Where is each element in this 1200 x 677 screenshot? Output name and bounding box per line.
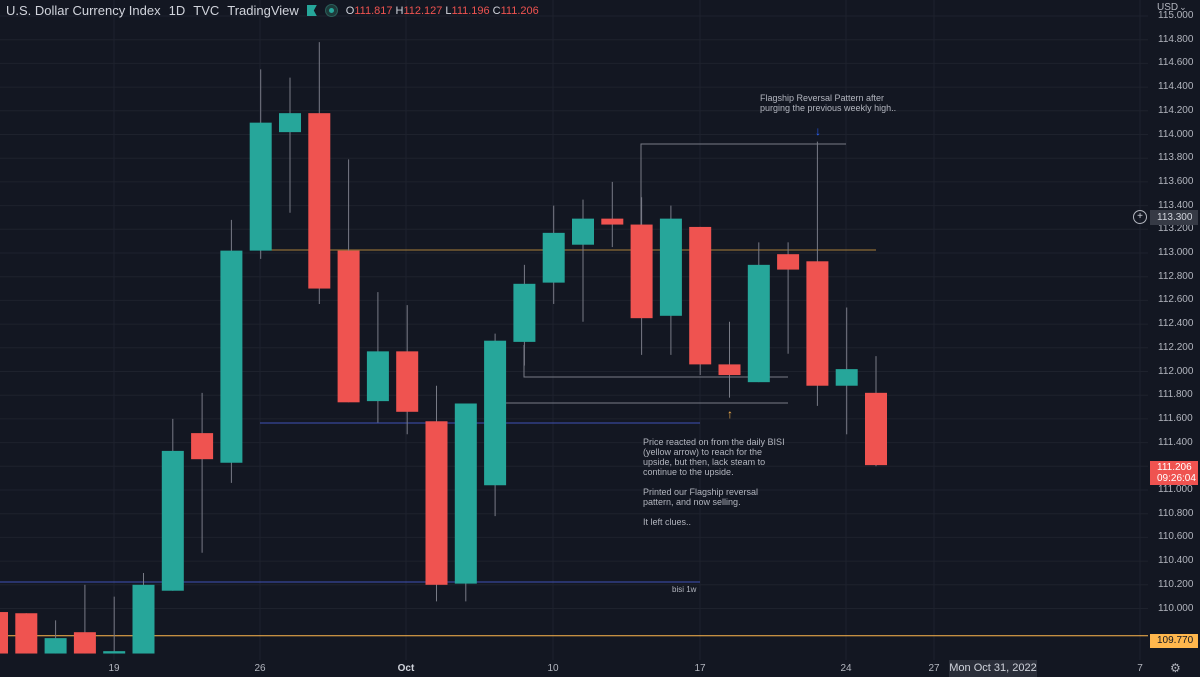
reversal-annotation[interactable]: Flagship Reversal Pattern after purging … xyxy=(760,93,897,113)
price-tick-label: 110.800 xyxy=(1158,507,1194,519)
candle-body xyxy=(73,632,96,654)
symbol-title: U.S. Dollar Currency Index xyxy=(6,3,161,18)
price-tick-label: 114.800 xyxy=(1158,33,1194,45)
candle-body xyxy=(747,264,770,383)
flag-icon[interactable] xyxy=(306,5,317,16)
candle-body xyxy=(513,283,536,342)
time-tick-label: 7 xyxy=(1137,663,1143,674)
candle-body xyxy=(689,226,712,365)
price-tick-label: 114.200 xyxy=(1158,104,1194,116)
price-axis[interactable]: 110.000 110.200 110.400 110.600 110.800 111.0… xyxy=(1148,0,1200,660)
ohlc-high: H112.127 xyxy=(395,4,443,17)
bisi-annotation[interactable]: Price reacted on from the daily BISI (ye… xyxy=(643,437,785,527)
ohlc-open: O111.817 xyxy=(345,4,393,17)
ohlc-low: L111.196 xyxy=(445,4,490,17)
candle-body xyxy=(659,218,682,316)
candle-body xyxy=(718,364,741,376)
price-chart[interactable]: ↓ ↑ xyxy=(0,0,1148,660)
price-tick-label: 112.800 xyxy=(1158,270,1194,282)
interval-label[interactable]: 1D xyxy=(168,3,186,18)
candle-body xyxy=(806,261,829,386)
candle-body xyxy=(396,351,419,412)
settings-gear-icon[interactable]: ⚙ xyxy=(1170,661,1181,675)
candle-body xyxy=(777,254,800,270)
candle-body xyxy=(454,403,477,584)
time-tick-label: 17 xyxy=(694,663,706,674)
last-price-tag: 111.206 09:26:04 xyxy=(1150,461,1198,485)
price-tick-label: 113.200 xyxy=(1158,223,1194,235)
candle-body xyxy=(601,218,624,225)
candle-body xyxy=(161,450,184,591)
price-tick-label: 114.600 xyxy=(1158,57,1194,69)
price-tick-label: 111.400 xyxy=(1158,436,1193,448)
price-tick-label: 111.600 xyxy=(1158,412,1193,424)
ohlc-close: C111.206 xyxy=(492,4,539,17)
candle-body xyxy=(44,638,67,654)
candle-body xyxy=(249,122,272,251)
crosshair-price-tag: 113.300 xyxy=(1150,210,1198,225)
market-status-icon[interactable] xyxy=(324,4,338,17)
price-tick-label: 112.400 xyxy=(1158,318,1194,330)
price-tick-label: 110.000 xyxy=(1158,602,1194,614)
candle-body xyxy=(337,250,360,403)
price-tick-label: 113.600 xyxy=(1158,175,1194,187)
candle-body xyxy=(15,613,38,654)
exchange-label: TVC xyxy=(193,3,220,18)
candlestick-svg[interactable]: ↓↑ xyxy=(0,0,1148,660)
time-tick-label: 26 xyxy=(254,663,266,674)
price-tick-label: 112.200 xyxy=(1158,341,1194,353)
candle-body xyxy=(542,232,565,283)
price-tick-label: 115.000 xyxy=(1158,10,1194,21)
level-price-tag: 109.770 xyxy=(1150,634,1198,648)
candle-body xyxy=(425,421,448,585)
time-tick-label: 10 xyxy=(547,663,559,674)
price-tick-label: 110.600 xyxy=(1158,531,1194,543)
symbol-legend: U.S. Dollar Currency Index 1D TVC Tradin… xyxy=(6,3,542,18)
bisi-1w-label: bisi 1w xyxy=(672,585,697,594)
candle-body xyxy=(572,218,594,245)
last-price-value: 111.206 xyxy=(1157,462,1192,473)
candle-body xyxy=(279,113,301,133)
time-tick-label: 24 xyxy=(840,663,852,674)
time-axis[interactable]: 19 26 Oct 10 17 24 27 7 xyxy=(0,660,1148,677)
price-tick-label: 111.000 xyxy=(1158,484,1193,495)
candle-body xyxy=(0,612,8,654)
price-tick-label: 110.200 xyxy=(1158,578,1194,590)
time-tick-label: 27 xyxy=(928,663,940,674)
candle-body xyxy=(103,651,126,654)
price-tick-label: 113.400 xyxy=(1158,199,1194,211)
candle-body xyxy=(220,250,243,463)
price-tick-label: 112.600 xyxy=(1158,294,1194,306)
price-tick-label: 113.000 xyxy=(1158,247,1194,258)
price-tick-label: 113.800 xyxy=(1158,152,1194,164)
time-tick-label: 19 xyxy=(108,663,120,674)
price-tick-label: 112.000 xyxy=(1158,365,1194,377)
candle-body xyxy=(191,433,214,460)
down-arrow-icon: ↓ xyxy=(815,124,821,138)
add-icon[interactable]: + xyxy=(1133,210,1147,224)
candle-body xyxy=(835,369,858,386)
up-arrow-icon: ↑ xyxy=(727,407,733,421)
price-tick-label: 114.400 xyxy=(1158,81,1194,93)
source-label: TradingView xyxy=(227,3,299,18)
time-tick-label: Oct xyxy=(397,663,415,674)
candle-body xyxy=(366,351,389,402)
crosshair-date-tag: Mon Oct 31, 2022 xyxy=(949,660,1037,677)
candle-body xyxy=(630,224,653,319)
price-tick-label: 110.400 xyxy=(1158,555,1194,567)
currency-selector[interactable]: USD xyxy=(1157,2,1187,13)
candle-body xyxy=(132,584,155,654)
candle-body xyxy=(308,113,331,289)
candle-body xyxy=(484,340,507,486)
countdown-timer: 09:26:04 xyxy=(1157,473,1196,484)
price-tick-label: 111.800 xyxy=(1158,389,1193,401)
price-tick-label: 114.000 xyxy=(1158,128,1194,140)
candle-body xyxy=(865,392,887,466)
